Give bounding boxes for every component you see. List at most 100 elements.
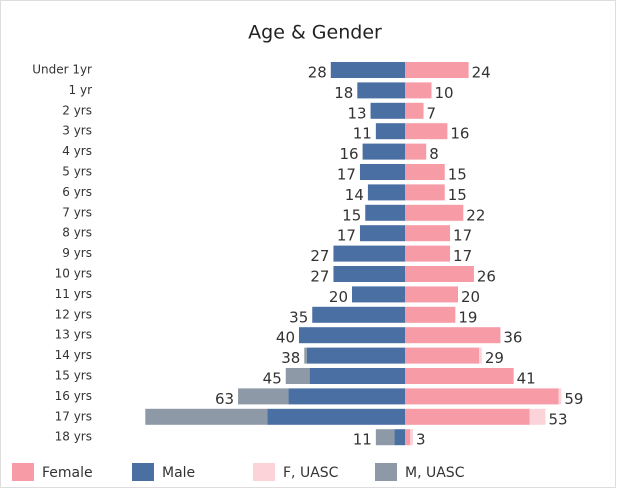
bar-segment bbox=[333, 266, 405, 282]
bar-segment bbox=[312, 306, 405, 323]
bar-segment bbox=[394, 429, 405, 446]
data-label: 16 bbox=[450, 125, 469, 143]
bar-segment bbox=[558, 388, 562, 405]
bar-segment bbox=[405, 102, 424, 119]
legend-label: F, UASC bbox=[283, 465, 339, 481]
bar-segment bbox=[405, 306, 456, 323]
bar-segment bbox=[365, 204, 405, 221]
bar-segment bbox=[357, 82, 405, 99]
data-label: 26 bbox=[477, 268, 496, 286]
legend-label: Female bbox=[42, 465, 93, 481]
data-label: 15 bbox=[448, 186, 467, 204]
legend-swatch bbox=[12, 463, 34, 481]
data-label: 17 bbox=[453, 247, 472, 265]
data-label: 3 bbox=[416, 431, 426, 449]
data-label: 17 bbox=[337, 166, 356, 184]
y-tick-label: 16 yrs bbox=[55, 389, 92, 403]
data-label: 17 bbox=[453, 227, 472, 245]
y-tick-label: 14 yrs bbox=[55, 348, 92, 362]
data-label: 35 bbox=[289, 308, 308, 326]
bar-segment bbox=[352, 286, 405, 303]
data-label: 15 bbox=[342, 206, 361, 224]
y-tick-label: 2 yrs bbox=[62, 103, 92, 117]
y-tick-label: 13 yrs bbox=[55, 328, 92, 342]
bar-segment bbox=[309, 368, 405, 384]
y-tick-label: Under 1yr bbox=[32, 63, 92, 77]
bar-segment bbox=[375, 429, 395, 446]
bar-segment bbox=[299, 327, 405, 344]
legend-swatch bbox=[375, 463, 397, 481]
bar-segment bbox=[405, 327, 501, 344]
bar-segment bbox=[405, 347, 480, 364]
bar-segment bbox=[405, 62, 469, 78]
bar-segment bbox=[362, 143, 405, 160]
bar-segment bbox=[405, 164, 445, 180]
y-tick-label: 6 yrs bbox=[62, 185, 92, 199]
y-tick-label: 15 yrs bbox=[55, 369, 92, 383]
data-label: 59 bbox=[564, 390, 583, 408]
bar-segment bbox=[405, 143, 427, 160]
bar-segment bbox=[405, 408, 530, 425]
legend-label: M, UASC bbox=[405, 465, 465, 481]
bar-segment bbox=[375, 123, 405, 140]
data-label: 22 bbox=[466, 206, 485, 224]
data-label: 20 bbox=[461, 288, 480, 306]
bar-segment bbox=[238, 388, 289, 405]
bar-segment bbox=[306, 347, 405, 364]
data-label: 18 bbox=[334, 84, 353, 102]
bar-segment bbox=[405, 204, 464, 221]
bar-segment bbox=[405, 225, 451, 242]
data-label: 11 bbox=[353, 125, 372, 143]
bar-segment bbox=[405, 286, 458, 303]
bar-segment bbox=[145, 408, 268, 425]
y-tick-label: 18 yrs bbox=[55, 430, 92, 444]
y-tick-label: 9 yrs bbox=[62, 246, 92, 260]
data-label: 27 bbox=[310, 247, 329, 265]
bar-segment bbox=[333, 245, 405, 262]
data-label: 8 bbox=[429, 145, 439, 163]
y-tick-label: 11 yrs bbox=[55, 287, 92, 301]
y-tick-label: 7 yrs bbox=[62, 205, 92, 219]
data-label: 14 bbox=[345, 186, 364, 204]
bar-segment bbox=[529, 408, 546, 425]
bar-segment bbox=[370, 102, 405, 119]
bar-segment bbox=[367, 184, 405, 201]
bar-segment bbox=[330, 62, 405, 78]
y-tick-label: 10 yrs bbox=[55, 267, 92, 281]
legend-swatch bbox=[132, 463, 154, 481]
legend-label: Male bbox=[162, 465, 195, 481]
data-label: 19 bbox=[458, 308, 477, 326]
bar-segment bbox=[405, 266, 474, 282]
data-label: 41 bbox=[517, 370, 536, 388]
data-label: 45 bbox=[263, 370, 282, 388]
bar-segment bbox=[405, 388, 559, 405]
bar-segment bbox=[405, 245, 451, 262]
y-tick-label: 17 yrs bbox=[55, 409, 92, 423]
data-label: 28 bbox=[308, 64, 327, 82]
data-label: 11 bbox=[353, 431, 372, 449]
bar-segment bbox=[405, 82, 432, 99]
y-tick-label: 4 yrs bbox=[62, 144, 92, 158]
data-label: 27 bbox=[310, 268, 329, 286]
bar-segment bbox=[359, 225, 405, 242]
bar-segment bbox=[410, 429, 413, 446]
data-label: 38 bbox=[281, 349, 300, 367]
legend-swatch bbox=[253, 463, 275, 481]
data-label: 24 bbox=[472, 64, 491, 82]
bar-segment bbox=[285, 368, 310, 384]
data-label: 40 bbox=[276, 329, 295, 347]
data-label: 16 bbox=[340, 145, 359, 163]
y-tick-label: 3 yrs bbox=[62, 124, 92, 138]
bar-segment bbox=[267, 408, 405, 425]
data-label: 10 bbox=[435, 84, 454, 102]
data-label: 15 bbox=[448, 166, 467, 184]
data-label: 7 bbox=[427, 104, 437, 122]
data-label: 29 bbox=[485, 349, 504, 367]
bar-segment bbox=[479, 347, 482, 364]
y-tick-label: 5 yrs bbox=[62, 165, 92, 179]
data-label: 36 bbox=[503, 329, 522, 347]
bar-segment bbox=[405, 123, 448, 140]
bar-segment bbox=[405, 368, 514, 384]
